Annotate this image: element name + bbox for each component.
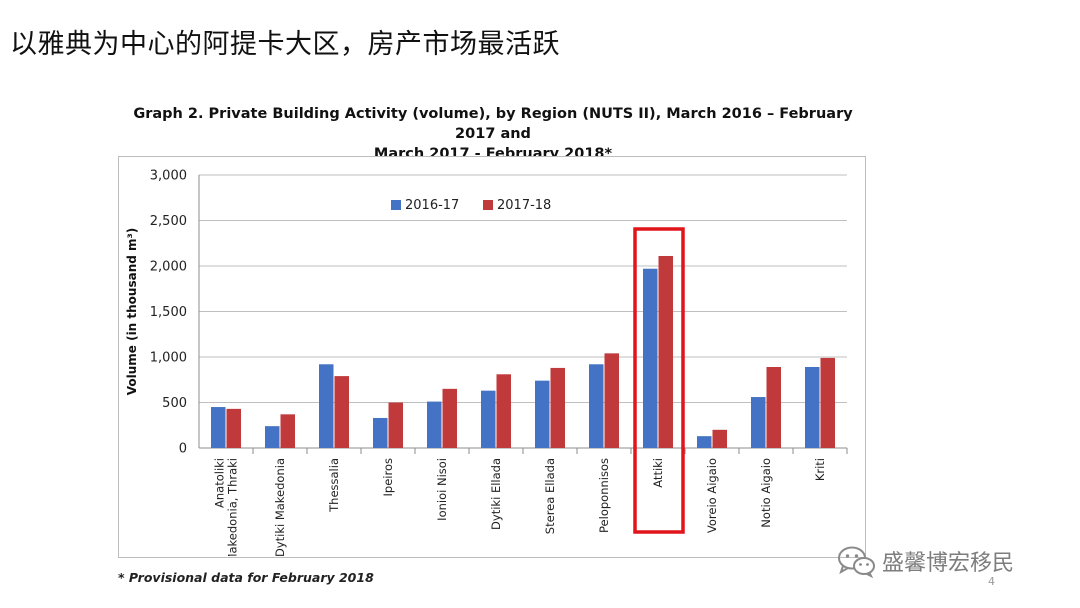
y-tick-label: 2,000 xyxy=(150,260,187,275)
y-tick-label: 1,000 xyxy=(150,351,187,366)
bar-chart: 0 500 1,000 1,500 2,000 2,500 3,000 Volume (in … xyxy=(125,169,848,556)
x-tick-label: Sterea Ellada xyxy=(543,458,557,534)
y-tick-label: 0 xyxy=(179,442,187,457)
page-number: 4 xyxy=(988,575,995,588)
bar-2016-17-Sterea Ellada xyxy=(535,380,550,448)
watermark: 盛馨博宏移民 xyxy=(836,544,1014,578)
bar-2017-18-Dytiki Makedonia xyxy=(280,414,295,448)
x-tick-label: Ionioi Nisoi xyxy=(435,458,449,521)
bar-2017-18-Anatoliki Makedonia, Thraki xyxy=(226,408,241,448)
footnote: * Provisional data for February 2018 xyxy=(118,570,374,585)
chart-title-line-1: Graph 2. Private Building Activity (volu… xyxy=(133,106,853,142)
legend-label: 2016-17 xyxy=(405,198,459,213)
x-tick-label: Anatoliki xyxy=(213,458,227,508)
bar-2017-18-Notio Aigaio xyxy=(766,367,781,448)
y-tick-label: 500 xyxy=(162,396,187,411)
bar-2016-17-Attiki xyxy=(643,268,658,448)
y-axis-label: Volume (in thousand m³) xyxy=(125,228,139,396)
bar-2017-18-Thessalia xyxy=(334,376,349,448)
bar-2016-17-Peloponnisos xyxy=(589,364,604,448)
x-tick-label: Notio Aigaio xyxy=(759,458,773,528)
bar-2016-17-Anatoliki Makedonia, Thraki xyxy=(211,407,226,448)
y-tick-label: 3,000 xyxy=(150,169,187,184)
chart-frame: 0 500 1,000 1,500 2,000 2,500 3,000 Volume (in … xyxy=(118,156,866,558)
bar-2016-17-Notio Aigaio xyxy=(751,397,766,448)
bar-2016-17-Voreio Aigaio xyxy=(697,436,712,448)
wechat-logo-icon xyxy=(838,546,875,578)
bar-2017-18-Voreio Aigaio xyxy=(712,429,727,448)
bar-2016-17-Ipeiros xyxy=(373,417,388,448)
attiki-highlight-box xyxy=(633,227,685,534)
x-tick-label: Dytiki Makedonia xyxy=(273,458,287,556)
legend-swatch-2016-17 xyxy=(391,200,401,210)
bar-2016-17-Dytiki Makedonia xyxy=(265,426,280,448)
x-tick-label: Dytiki Ellada xyxy=(489,458,503,530)
slide-title: 以雅典为中心的阿提卡大区，房产市场最活跃 xyxy=(10,29,560,60)
bar-2017-18-Ionioi Nisoi xyxy=(442,388,457,448)
bar-2016-17-Kriti xyxy=(805,367,820,448)
bar-2017-18-Dytiki Ellada xyxy=(496,374,511,448)
bar-2017-18-Sterea Ellada xyxy=(550,367,565,448)
legend-label: 2017-18 xyxy=(497,198,551,213)
legend-swatch-2017-18 xyxy=(483,200,493,210)
x-tick-label: Peloponnisos xyxy=(597,458,611,533)
x-tick-label: Voreio Aigaio xyxy=(705,458,719,533)
y-tick-label: 1,500 xyxy=(150,305,187,320)
x-tick-label: Thessalia xyxy=(327,458,341,513)
x-tick-label: Attiki xyxy=(651,458,665,488)
bar-2016-17-Ionioi Nisoi xyxy=(427,401,442,448)
x-tick-label: Makedonia, Thraki xyxy=(226,458,240,556)
bar-2017-18-Ipeiros xyxy=(388,402,403,448)
x-tick-label: Ipeiros xyxy=(381,458,395,496)
watermark-text: 盛馨博宏移民 xyxy=(882,551,1015,576)
bar-2016-17-Dytiki Ellada xyxy=(481,390,496,448)
bar-2017-18-Attiki xyxy=(658,255,673,448)
x-tick-label: Kriti xyxy=(813,458,827,481)
bar-2017-18-Peloponnisos xyxy=(604,353,619,448)
bar-2017-18-Kriti xyxy=(820,357,835,448)
bar-2016-17-Thessalia xyxy=(319,364,334,448)
y-tick-label: 2,500 xyxy=(150,214,187,229)
chart-title: Graph 2. Private Building Activity (volu… xyxy=(118,104,868,164)
